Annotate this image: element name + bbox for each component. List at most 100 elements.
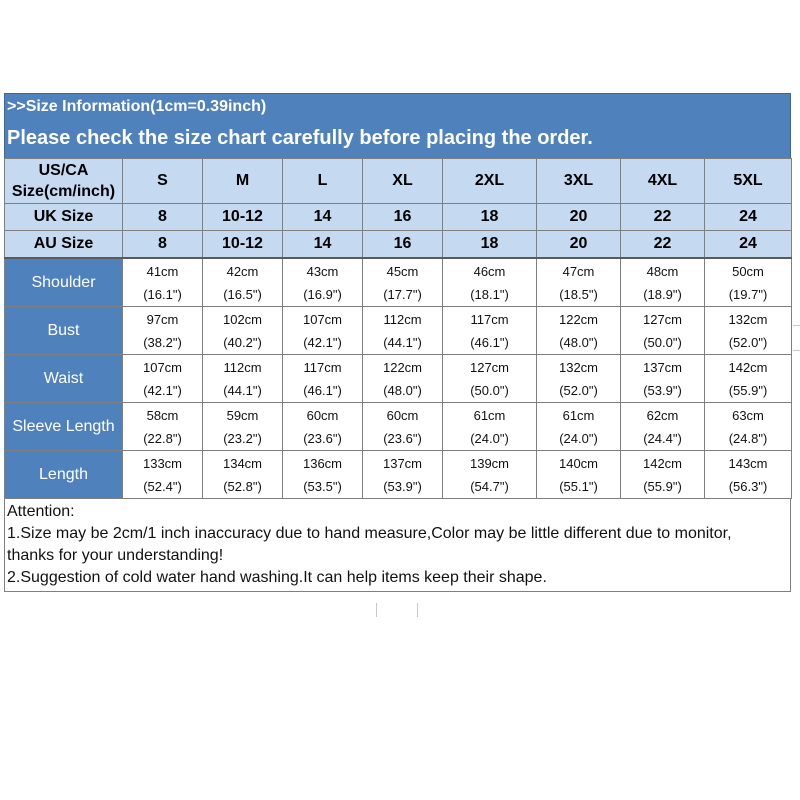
- cm-value: 102cm: [222, 311, 263, 327]
- inch-value: (50.0"): [470, 382, 509, 398]
- cm-value: 127cm: [642, 311, 683, 327]
- uk-size-cell: 24: [704, 203, 792, 231]
- size-header-cell: L: [282, 158, 363, 204]
- cm-value: 142cm: [642, 455, 683, 471]
- cm-value: 133cm: [142, 455, 183, 471]
- measure-cell: 58cm (22.8"): [122, 402, 203, 451]
- cm-value: 112cm: [383, 311, 422, 327]
- measure-cell: 142cm (55.9"): [620, 450, 705, 499]
- measure-cell: 133cm (52.4"): [122, 450, 203, 499]
- measure-cell: 48cm (18.9"): [620, 257, 705, 307]
- cm-value: 143cm: [728, 455, 768, 471]
- measure-cell: 107cm (42.1"): [282, 306, 363, 355]
- measure-cell: 45cm (17.7"): [362, 257, 443, 307]
- cm-value: 61cm: [473, 407, 506, 423]
- inch-value: (53.5"): [303, 478, 342, 494]
- measure-cell: 41cm (16.1"): [122, 257, 203, 307]
- measure-cell: 46cm (18.1"): [442, 257, 537, 307]
- measure-cell: 134cm (52.8"): [202, 450, 283, 499]
- measure-cell: 43cm (16.9"): [282, 257, 363, 307]
- measure-cell: 47cm (18.5"): [536, 257, 621, 307]
- cm-value: 97cm: [146, 311, 179, 327]
- uk-size-cell: 14: [282, 203, 363, 231]
- waist-label: Waist: [4, 354, 123, 403]
- waist-row: Waist 107cm (42.1") 112cm (44.1") 117cm (46…: [4, 354, 792, 403]
- uk-size-row: UK Size 8 10-12 14 16 18 20 22 24: [4, 203, 792, 231]
- inch-value: (18.9"): [643, 286, 682, 302]
- cm-value: 61cm: [562, 407, 595, 423]
- measure-cell: 107cm (42.1"): [122, 354, 203, 403]
- measure-cell: 143cm (56.3"): [704, 450, 792, 499]
- inch-value: (48.0"): [559, 334, 598, 350]
- cm-value: 117cm: [303, 359, 342, 375]
- inch-value: (50.0"): [643, 334, 682, 350]
- bust-row: Bust 97cm (38.2") 102cm (40.2") 107cm (42.1…: [4, 306, 792, 355]
- cm-value: 132cm: [558, 359, 599, 375]
- inch-value: (55.1"): [559, 478, 598, 494]
- inch-value: (55.9"): [728, 382, 768, 398]
- cm-value: 60cm: [306, 407, 339, 423]
- measure-cell: 117cm (46.1"): [282, 354, 363, 403]
- measure-cell: 60cm (23.6"): [362, 402, 443, 451]
- us-size-row: US/CA Size(cm/inch) S M L XL 2XL 3XL 4XL…: [4, 158, 792, 204]
- inch-value: (38.2"): [143, 334, 182, 350]
- measure-cell: 122cm (48.0"): [362, 354, 443, 403]
- inch-value: (16.5"): [223, 286, 262, 302]
- cm-value: 122cm: [382, 359, 423, 375]
- inch-value: (18.5"): [559, 286, 598, 302]
- cm-value: 48cm: [646, 263, 679, 279]
- inch-value: (22.8"): [143, 430, 182, 446]
- inch-value: (52.4"): [143, 478, 182, 494]
- cm-value: 58cm: [146, 407, 179, 423]
- cm-value: 140cm: [558, 455, 599, 471]
- note-line-1-cont: thanks for your understanding!: [7, 547, 224, 564]
- inch-value: (24.4"): [643, 430, 682, 446]
- shoulder-row: Shoulder 41cm (16.1") 42cm (16.5") 43cm (16…: [4, 257, 792, 307]
- inch-value: (56.3"): [728, 478, 768, 494]
- uk-size-label: UK Size: [4, 203, 123, 231]
- inch-value: (46.1"): [470, 334, 509, 350]
- size-table: US/CA Size(cm/inch) S M L XL 2XL 3XL 4XL…: [4, 158, 792, 499]
- measure-cell: 59cm (23.2"): [202, 402, 283, 451]
- inch-value: (54.7"): [470, 478, 509, 494]
- measure-cell: 60cm (23.6"): [282, 402, 363, 451]
- inch-value: (16.1"): [143, 286, 182, 302]
- us-size-label: US/CA Size(cm/inch): [4, 158, 123, 204]
- inch-value: (52.0"): [728, 334, 768, 350]
- cm-value: 134cm: [222, 455, 263, 471]
- measure-cell: 139cm (54.7"): [442, 450, 537, 499]
- bust-label: Bust: [4, 306, 123, 355]
- cm-value: 142cm: [728, 359, 768, 375]
- measure-cell: 61cm (24.0"): [442, 402, 537, 451]
- inch-value: (23.6"): [383, 430, 422, 446]
- cm-value: 136cm: [302, 455, 343, 471]
- measure-cell: 136cm (53.5"): [282, 450, 363, 499]
- inch-value: (52.8"): [223, 478, 262, 494]
- inch-value: (24.0"): [470, 430, 509, 446]
- inch-value: (46.1"): [303, 382, 342, 398]
- grid-remnant: [793, 325, 800, 326]
- cm-value: 127cm: [469, 359, 510, 375]
- au-size-cell: 14: [282, 230, 363, 259]
- uk-size-cell: 16: [362, 203, 443, 231]
- sleeve-length-label: Sleeve Length: [4, 402, 123, 451]
- uk-size-cell: 10-12: [202, 203, 283, 231]
- cm-value: 122cm: [558, 311, 599, 327]
- uk-size-cell: 8: [122, 203, 203, 231]
- size-chart: >>Size Information(1cm=0.39inch) Please …: [4, 93, 792, 592]
- cm-value: 137cm: [382, 455, 423, 471]
- note-line-1: 1.Size may be 2cm/1 inch inaccuracy due …: [7, 525, 732, 542]
- uk-size-cell: 20: [536, 203, 621, 231]
- note-line-2: 2.Suggestion of cold water hand washing.…: [7, 569, 547, 586]
- size-header-cell: 5XL: [704, 158, 792, 204]
- cm-value: 59cm: [226, 407, 259, 423]
- inch-value: (16.9"): [303, 286, 342, 302]
- measure-cell: 102cm (40.2"): [202, 306, 283, 355]
- measure-cell: 117cm (46.1"): [442, 306, 537, 355]
- inch-value: (55.9"): [643, 478, 682, 494]
- inch-value: (24.8"): [728, 430, 768, 446]
- cm-value: 63cm: [732, 407, 764, 423]
- measure-cell: 112cm (44.1"): [362, 306, 443, 355]
- size-header-cell: 2XL: [442, 158, 537, 204]
- au-size-cell: 8: [122, 230, 203, 259]
